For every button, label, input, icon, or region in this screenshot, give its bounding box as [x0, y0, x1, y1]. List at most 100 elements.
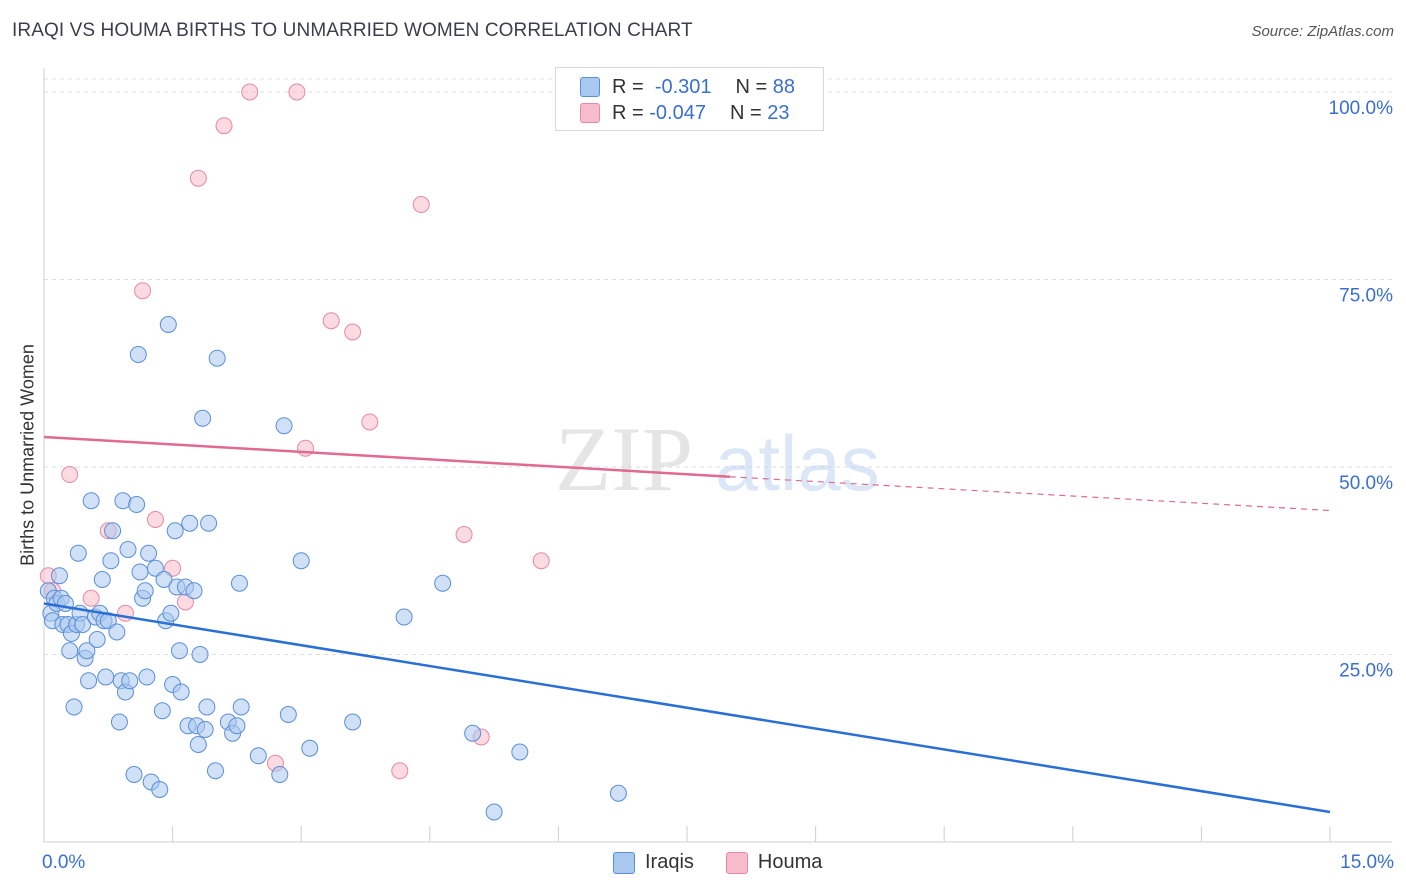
- iraqis-point: [69, 544, 87, 562]
- legend-row-iraqis: R = -0.301 N = 88: [580, 75, 795, 99]
- iraqis-point: [271, 766, 289, 783]
- iraqis-point: [185, 582, 203, 600]
- houma-point: [146, 511, 164, 528]
- legend-n-value: 88: [772, 75, 796, 98]
- x-tick-label-min: 0.0%: [42, 852, 86, 873]
- series-legend: Iraqis Houma: [613, 851, 854, 874]
- legend-n-label: N =: [735, 75, 768, 98]
- legend-row-houma: R = -0.047 N = 23: [580, 101, 789, 125]
- iraqis-point: [191, 646, 209, 663]
- y-tick-label: 75.0%: [1339, 286, 1393, 307]
- legend-label-iraqis: Iraqis: [645, 851, 694, 873]
- legend-r-label: R =: [612, 75, 644, 98]
- legend-swatch-houma: [580, 103, 600, 123]
- iraqis-point: [511, 743, 529, 761]
- iraqis-point: [249, 747, 267, 765]
- legend-swatch-iraqis: [580, 77, 600, 97]
- x-tick-label-max: 15.0%: [1340, 852, 1394, 873]
- iraqis-point: [196, 721, 214, 738]
- iraqis-point: [275, 417, 293, 435]
- iraqis-point: [230, 574, 248, 592]
- iraqis-point: [162, 604, 180, 622]
- iraqis-point: [104, 522, 122, 540]
- iraqis-point: [200, 514, 218, 532]
- houma-point: [412, 196, 430, 213]
- iraqis-point: [228, 717, 246, 735]
- y-axis-label: Births to Unmarried Women: [17, 344, 38, 566]
- houma-point: [532, 552, 550, 570]
- iraqis-points: [39, 316, 627, 821]
- houma-point: [344, 323, 362, 341]
- houma-point: [61, 466, 79, 483]
- iraqis-point: [434, 574, 452, 592]
- iraqis-point: [108, 623, 126, 641]
- correlation-legend: R = -0.301 N = 88 R = -0.047 N = 23: [555, 67, 824, 131]
- iraqis-point: [78, 642, 96, 660]
- iraqis-point: [80, 672, 98, 690]
- iraqis-point: [232, 698, 250, 716]
- iraqis-point: [395, 608, 413, 626]
- houma-point: [296, 439, 314, 457]
- houma-point: [322, 312, 340, 330]
- houma-point: [455, 526, 473, 543]
- iraqis-trend-line: [43, 602, 1331, 814]
- watermark-zip: ZIP: [555, 408, 693, 510]
- grid-lines: [44, 78, 1392, 655]
- iraqis-point: [194, 409, 212, 427]
- iraqis-point: [119, 541, 137, 558]
- legend-n-label: N =: [729, 101, 762, 124]
- legend-r-value: -0.047: [649, 101, 706, 124]
- houma-point: [134, 282, 152, 300]
- houma-point: [164, 559, 182, 577]
- iraqis-point: [172, 683, 190, 701]
- axes: [43, 68, 1392, 843]
- houma-point: [82, 589, 100, 607]
- y-tick-label: 50.0%: [1339, 473, 1393, 494]
- iraqis-point: [136, 582, 154, 600]
- iraqis-point: [153, 702, 171, 720]
- iraqis-point: [292, 552, 310, 570]
- iraqis-point: [50, 567, 68, 585]
- iraqis-point: [170, 642, 188, 660]
- iraqis-point: [609, 784, 627, 802]
- legend-swatch-houma: [725, 851, 748, 874]
- iraqis-point: [146, 559, 164, 577]
- houma-point: [215, 117, 233, 135]
- iraqis-point: [198, 698, 216, 716]
- iraqis-point: [121, 672, 139, 690]
- legend-r-value: -0.301: [654, 75, 712, 98]
- iraqis-point: [208, 349, 226, 367]
- houma-point: [241, 83, 259, 101]
- iraqis-point: [131, 563, 149, 581]
- iraqis-point: [65, 698, 83, 716]
- iraqis-point: [125, 766, 143, 783]
- houma-trend-extension: [729, 476, 1331, 512]
- source-label: Source: ZipAtlas.com: [1251, 23, 1394, 40]
- legend-item-iraqis: Iraqis: [613, 851, 694, 874]
- houma-point: [361, 413, 379, 431]
- iraqis-point: [206, 762, 224, 780]
- legend-label-houma: Houma: [757, 851, 823, 873]
- iraqis-point: [74, 616, 92, 633]
- chart-title: IRAQI VS HOUMA BIRTHS TO UNMARRIED WOMEN…: [12, 20, 693, 41]
- iraqis-point: [279, 706, 297, 723]
- iraqis-point: [155, 571, 173, 588]
- houma-trend-line: [43, 435, 730, 478]
- iraqis-point: [110, 713, 128, 731]
- y-tick-label: 25.0%: [1339, 661, 1393, 682]
- houma-point: [288, 83, 306, 101]
- iraqis-point: [102, 552, 120, 570]
- legend-swatch-iraqis: [613, 851, 635, 874]
- watermark-atlas: atlas: [715, 419, 880, 507]
- iraqis-point: [138, 668, 156, 686]
- legend-r-label: R =: [612, 101, 644, 124]
- legend-item-houma: Houma: [725, 851, 823, 874]
- iraqis-point: [181, 514, 199, 532]
- houma-point: [391, 762, 409, 780]
- legend-n-value: 23: [767, 101, 790, 124]
- iraqis-point: [88, 631, 106, 648]
- iraqis-point: [151, 781, 169, 798]
- iraqis-point: [97, 668, 115, 686]
- iraqis-point: [140, 544, 158, 562]
